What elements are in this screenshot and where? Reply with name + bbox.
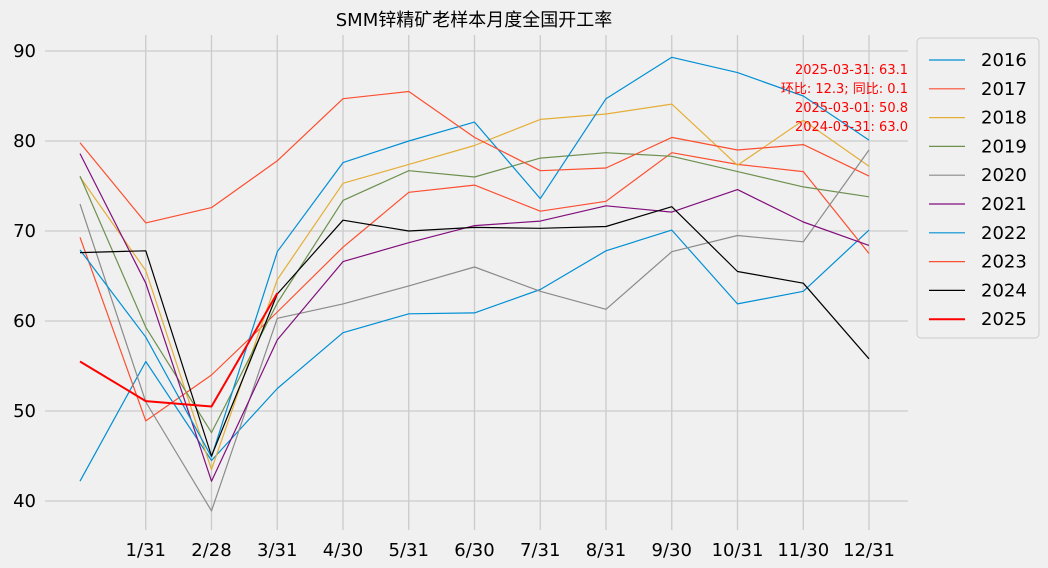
legend-label: 2016 bbox=[981, 50, 1027, 71]
y-tick-label: 80 bbox=[13, 131, 36, 152]
x-tick-label: 12/31 bbox=[843, 540, 895, 561]
y-tick-label: 40 bbox=[13, 491, 36, 512]
series-line-2021 bbox=[79, 153, 870, 482]
series-line-2022 bbox=[79, 56, 870, 458]
series-line-2025 bbox=[79, 292, 279, 408]
series-line-2024 bbox=[79, 206, 870, 457]
y-tick-label: 50 bbox=[13, 401, 36, 422]
x-tick-label: 5/31 bbox=[389, 540, 429, 561]
legend-label: 2018 bbox=[981, 108, 1027, 129]
series-line-2019 bbox=[79, 152, 870, 434]
y-tick-label: 70 bbox=[13, 221, 36, 242]
x-tick-label: 1/31 bbox=[126, 540, 166, 561]
chart-title: SMM锌精矿老样本月度全国开工率 bbox=[336, 10, 613, 31]
legend-box bbox=[916, 37, 1040, 339]
legend-label: 2023 bbox=[981, 252, 1027, 273]
x-tick-label: 7/31 bbox=[520, 540, 560, 561]
annotation-text: 2024-03-31: 63.0 bbox=[795, 120, 908, 135]
series-line-2020 bbox=[79, 149, 870, 512]
legend-label: 2022 bbox=[981, 223, 1027, 244]
legend: 2016 2017 2018 2019 2020 2021 2022 2023 2024 2025 bbox=[916, 37, 1040, 339]
legend-label: 2025 bbox=[981, 309, 1027, 330]
series-line-2023 bbox=[79, 90, 870, 224]
annotation-text: 环比: 12.3; 同比: 0.1 bbox=[781, 82, 908, 97]
legend-label: 2021 bbox=[981, 194, 1027, 215]
x-tick-label: 6/30 bbox=[454, 540, 494, 561]
x-tick-label: 3/31 bbox=[257, 540, 297, 561]
grid bbox=[45, 35, 908, 530]
series-lines bbox=[79, 56, 870, 512]
y-tick-label: 60 bbox=[13, 311, 36, 332]
x-tick-label: 9/30 bbox=[652, 540, 692, 561]
x-tick-label: 2/28 bbox=[191, 540, 231, 561]
x-tick-label: 11/30 bbox=[777, 540, 829, 561]
x-tick-label: 8/31 bbox=[586, 540, 626, 561]
y-tick-label: 90 bbox=[13, 41, 36, 62]
annotations: 2025-03-31: 63.1 环比: 12.3; 同比: 0.1 2025-03… bbox=[781, 63, 908, 135]
legend-label: 2017 bbox=[981, 79, 1027, 100]
legend-label: 2019 bbox=[981, 136, 1027, 157]
series-line-2018 bbox=[79, 103, 870, 471]
legend-label: 2020 bbox=[981, 165, 1027, 186]
series-line-2017 bbox=[79, 152, 870, 422]
annotation-text: 2025-03-31: 63.1 bbox=[795, 63, 908, 78]
axes: 40 50 60 70 80 90 1/31 2/28 3/31 4/30 5/31 6/30 7/31… bbox=[13, 41, 895, 561]
legend-label: 2024 bbox=[981, 280, 1027, 301]
series-line-2016 bbox=[79, 229, 870, 482]
annotation-text: 2025-03-01: 50.8 bbox=[795, 101, 908, 116]
x-tick-label: 10/31 bbox=[712, 540, 764, 561]
x-tick-label: 4/30 bbox=[323, 540, 363, 561]
